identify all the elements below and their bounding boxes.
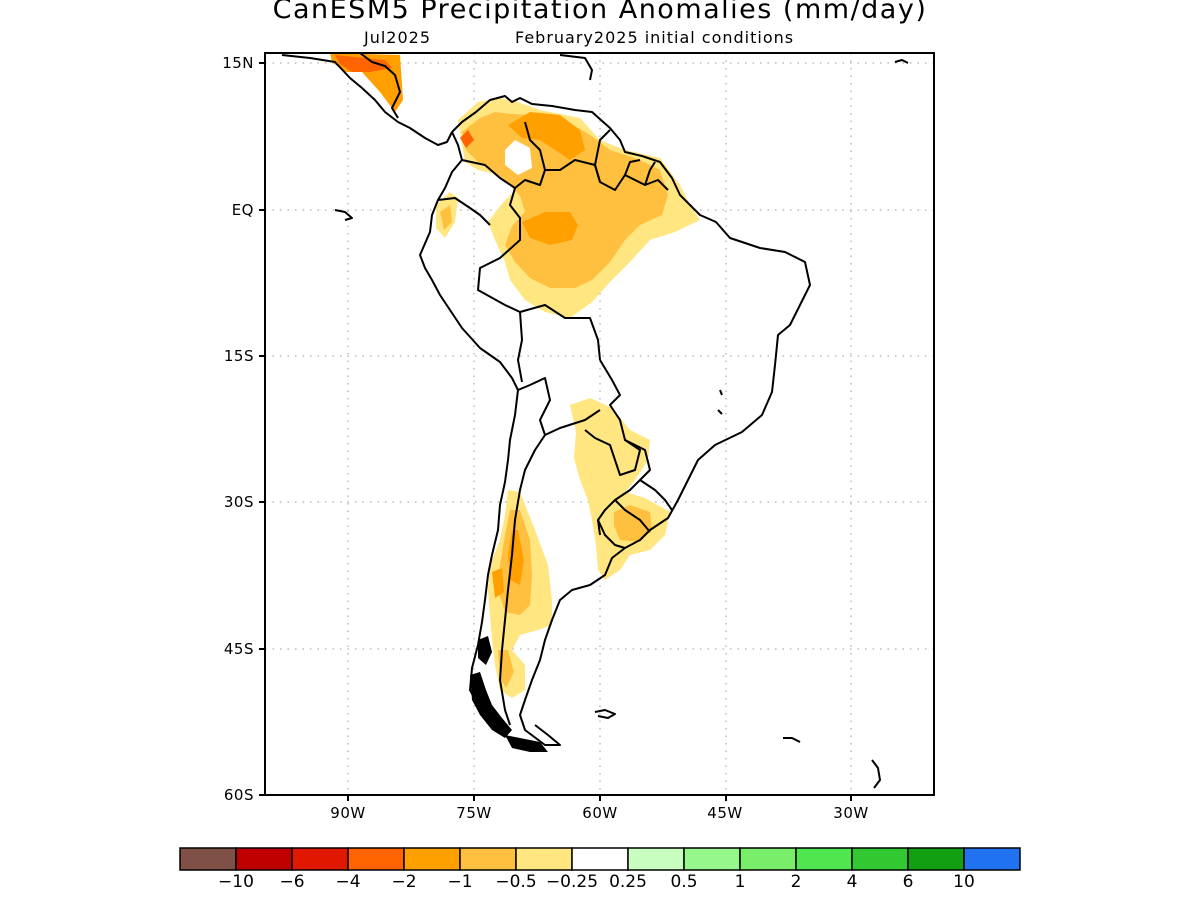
colorbar-label: −0.5	[495, 872, 537, 892]
axis-ticks	[259, 62, 852, 801]
lon-label-75w: 75W	[456, 804, 492, 822]
colorbar-swatch	[291, 847, 349, 871]
colorbar-label: 4	[846, 872, 858, 892]
lat-label-45s: 45S	[223, 640, 254, 658]
colorbar-label: −10	[218, 872, 254, 892]
colorbar-label: 6	[902, 872, 914, 892]
colorbar-swatch	[515, 847, 573, 871]
anomaly-shading	[330, 53, 700, 698]
colorbar-label: −1	[447, 872, 473, 892]
valid-month-label: Jul2025	[364, 28, 432, 47]
colorbar-label: 10	[953, 872, 975, 892]
lat-label-eq: EQ	[231, 201, 254, 219]
lon-label-90w: 90W	[330, 804, 366, 822]
colorbar-label: 0.5	[670, 872, 698, 892]
lat-label-15n: 15N	[222, 54, 254, 72]
colorbar-label: −0.25	[545, 872, 599, 892]
colorbar-swatch	[459, 847, 517, 871]
archipelago	[470, 636, 548, 752]
colorbar-swatch	[907, 847, 965, 871]
colorbar-label: −4	[335, 872, 361, 892]
colorbar	[179, 847, 1021, 871]
lat-label-30s: 30S	[223, 493, 254, 511]
colorbar-swatch	[795, 847, 853, 871]
colorbar-label: −6	[279, 872, 305, 892]
colorbar-swatch	[235, 847, 293, 871]
lon-label-30w: 30W	[833, 804, 869, 822]
coastlines	[281, 53, 909, 789]
colorbar-label: 1	[734, 872, 746, 892]
colorbar-label: 0.25	[609, 872, 647, 892]
lat-label-15s: 15S	[223, 347, 254, 365]
lat-label-60s: 60S	[223, 786, 254, 804]
colorbar-label: −2	[391, 872, 417, 892]
colorbar-swatch	[347, 847, 405, 871]
colorbar-swatch	[851, 847, 909, 871]
map-title: CanESM5 Precipitation Anomalies (mm/day)	[272, 0, 928, 25]
colorbar-swatch	[403, 847, 461, 871]
colorbar-swatch	[571, 847, 629, 871]
lon-label-45w: 45W	[707, 804, 743, 822]
lon-label-60w: 60W	[582, 804, 618, 822]
colorbar-label: 2	[790, 872, 802, 892]
colorbar-swatch	[627, 847, 685, 871]
colorbar-swatch	[683, 847, 741, 871]
colorbar-swatch	[739, 847, 797, 871]
initial-conditions-label: February2025 initial conditions	[515, 28, 795, 47]
colorbar-swatch	[963, 847, 1021, 871]
colorbar-swatch	[179, 847, 237, 871]
